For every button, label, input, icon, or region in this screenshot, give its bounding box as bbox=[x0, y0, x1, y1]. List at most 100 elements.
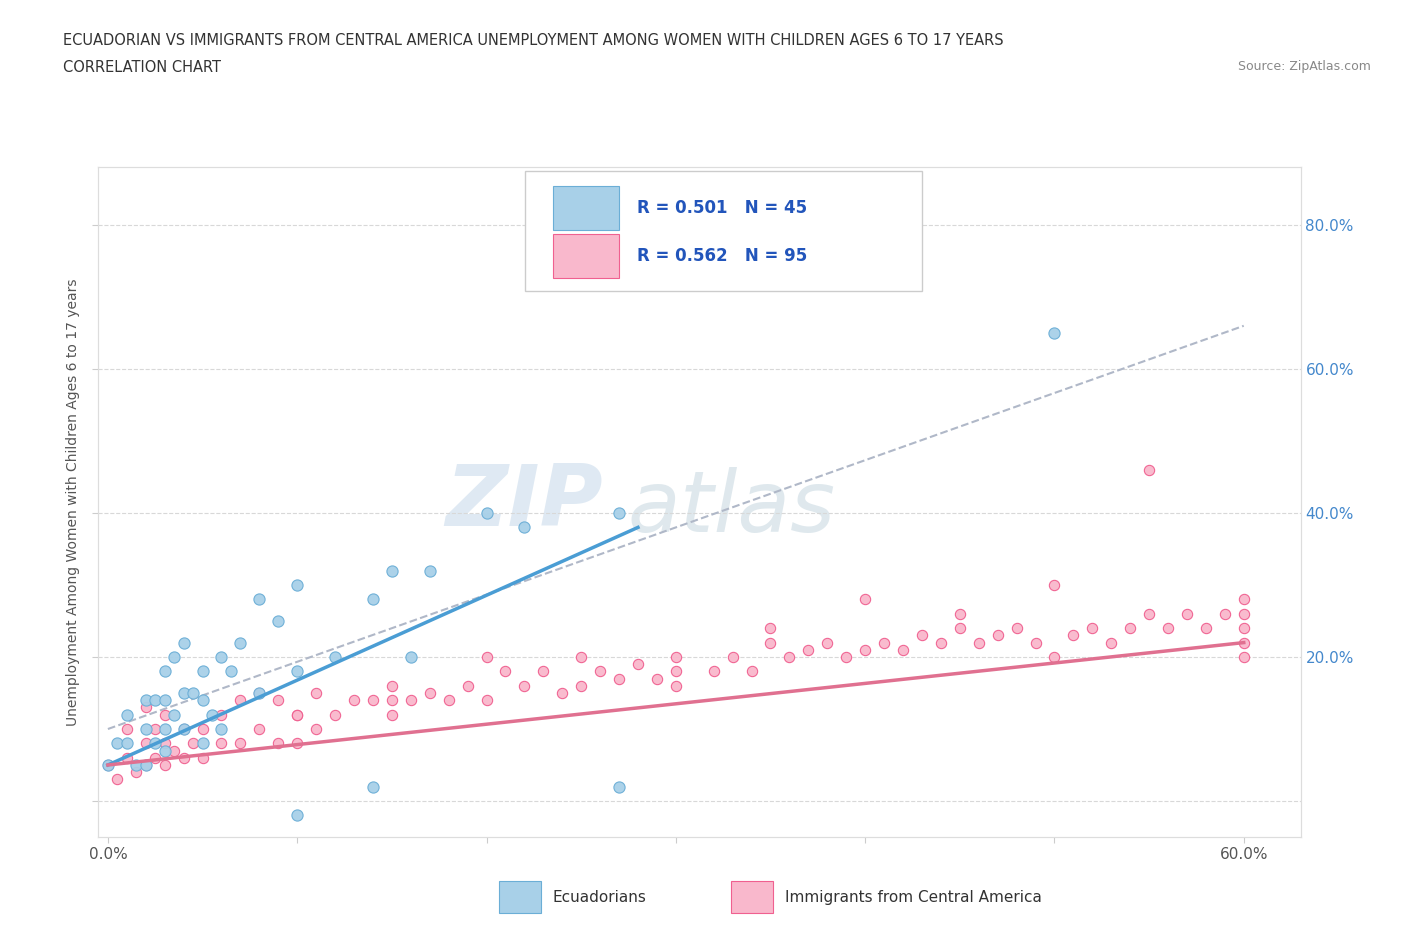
Point bbox=[399, 649, 422, 664]
Point bbox=[665, 664, 688, 679]
Point bbox=[181, 736, 204, 751]
Point bbox=[721, 649, 744, 664]
Point bbox=[853, 643, 876, 658]
Point bbox=[551, 685, 574, 700]
Point bbox=[569, 649, 592, 664]
Point bbox=[143, 751, 166, 765]
Point bbox=[285, 578, 308, 592]
Point bbox=[163, 649, 186, 664]
Point bbox=[323, 707, 346, 722]
Point bbox=[381, 693, 404, 708]
Point bbox=[191, 693, 214, 708]
Point bbox=[323, 649, 346, 664]
Point bbox=[1233, 606, 1256, 621]
Point bbox=[741, 664, 763, 679]
Point bbox=[1081, 620, 1104, 635]
Point bbox=[494, 664, 516, 679]
Point bbox=[1137, 606, 1160, 621]
Text: Source: ZipAtlas.com: Source: ZipAtlas.com bbox=[1237, 60, 1371, 73]
Text: atlas: atlas bbox=[627, 468, 835, 551]
Point bbox=[267, 614, 290, 629]
Point bbox=[305, 685, 328, 700]
Point bbox=[419, 685, 441, 700]
Point bbox=[1099, 635, 1122, 650]
FancyBboxPatch shape bbox=[526, 171, 922, 291]
Point bbox=[173, 722, 195, 737]
Text: R = 0.501   N = 45: R = 0.501 N = 45 bbox=[637, 199, 807, 218]
Point bbox=[143, 722, 166, 737]
Point bbox=[381, 707, 404, 722]
Point bbox=[665, 649, 688, 664]
Point bbox=[173, 685, 195, 700]
Point bbox=[153, 758, 176, 773]
Point bbox=[835, 649, 858, 664]
Text: ZIP: ZIP bbox=[446, 460, 603, 544]
Point bbox=[513, 678, 536, 693]
Point bbox=[153, 693, 176, 708]
Point bbox=[949, 606, 972, 621]
Point bbox=[173, 751, 195, 765]
Point bbox=[211, 736, 233, 751]
Point bbox=[135, 736, 157, 751]
Point bbox=[1043, 578, 1066, 592]
Point bbox=[191, 664, 214, 679]
Point bbox=[285, 808, 308, 823]
Text: Ecuadorians: Ecuadorians bbox=[553, 890, 647, 905]
Point bbox=[125, 764, 148, 779]
Point bbox=[437, 693, 460, 708]
Point bbox=[531, 664, 554, 679]
Point bbox=[949, 620, 972, 635]
Point bbox=[181, 685, 204, 700]
Point bbox=[815, 635, 838, 650]
Point bbox=[191, 736, 214, 751]
Text: R = 0.562   N = 95: R = 0.562 N = 95 bbox=[637, 247, 807, 265]
Point bbox=[153, 664, 176, 679]
Point bbox=[173, 635, 195, 650]
Point bbox=[381, 678, 404, 693]
Point bbox=[1233, 635, 1256, 650]
Bar bbox=[553, 234, 619, 278]
Point bbox=[987, 628, 1010, 643]
Point bbox=[267, 693, 290, 708]
Point bbox=[153, 722, 176, 737]
Point bbox=[797, 643, 820, 658]
Point bbox=[475, 693, 498, 708]
Point bbox=[163, 743, 186, 758]
Point bbox=[285, 736, 308, 751]
Point bbox=[967, 635, 990, 650]
Point bbox=[105, 736, 128, 751]
Point bbox=[115, 722, 138, 737]
Point bbox=[267, 736, 290, 751]
Point bbox=[475, 506, 498, 521]
Point bbox=[191, 751, 214, 765]
Point bbox=[285, 707, 308, 722]
Point bbox=[229, 736, 252, 751]
Point bbox=[399, 693, 422, 708]
Point bbox=[665, 678, 688, 693]
Point bbox=[135, 758, 157, 773]
Point bbox=[135, 722, 157, 737]
Point bbox=[143, 693, 166, 708]
Point bbox=[1043, 326, 1066, 340]
Point bbox=[153, 707, 176, 722]
Point bbox=[1119, 620, 1142, 635]
Point bbox=[1175, 606, 1198, 621]
Point bbox=[419, 564, 441, 578]
Point bbox=[778, 649, 800, 664]
Point bbox=[343, 693, 366, 708]
Point bbox=[873, 635, 896, 650]
Point bbox=[163, 707, 186, 722]
Point bbox=[457, 678, 479, 693]
Point bbox=[361, 693, 384, 708]
Point bbox=[125, 758, 148, 773]
Point bbox=[607, 671, 630, 686]
Point bbox=[115, 707, 138, 722]
Point bbox=[645, 671, 668, 686]
Point bbox=[153, 736, 176, 751]
Point bbox=[211, 722, 233, 737]
Point bbox=[97, 758, 120, 773]
Point bbox=[229, 635, 252, 650]
Point bbox=[929, 635, 952, 650]
Bar bbox=[553, 187, 619, 230]
Point bbox=[1043, 649, 1066, 664]
